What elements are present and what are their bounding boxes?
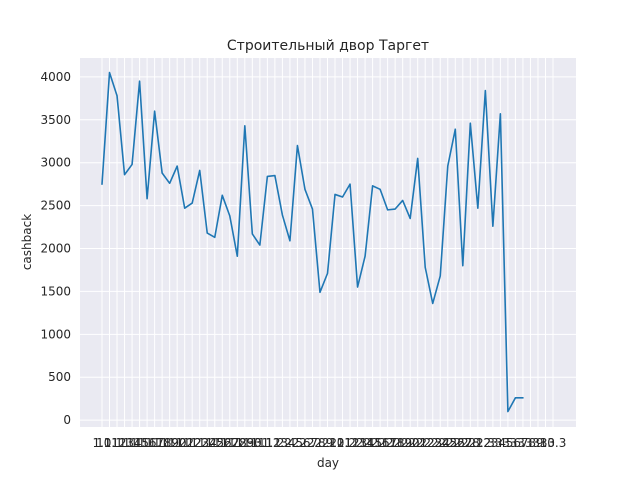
- x-tick-label: 2.2: [273, 436, 292, 450]
- x-tick-label: 25.2: [442, 436, 469, 450]
- x-tick-label: 3.3: [491, 436, 510, 450]
- x-tick-label: 31.1: [254, 436, 281, 450]
- x-tick-label: 17.2: [382, 436, 409, 450]
- x-tick-labels: 1.110.111.112.113.114.115.116.117.118.11…: [92, 436, 566, 450]
- x-tick-label: 22.1: [186, 436, 213, 450]
- x-tick-label: 8.3: [528, 436, 547, 450]
- y-tick-label: 1000: [40, 327, 71, 341]
- x-tick-label: 2.3: [483, 436, 502, 450]
- x-tick-label: 14.2: [359, 436, 386, 450]
- x-tick-label: 24.2: [434, 436, 461, 450]
- y-tick-label: 3500: [40, 113, 71, 127]
- x-tick-label: 24.1: [201, 436, 228, 450]
- x-tick-label: 22.2: [419, 436, 446, 450]
- x-tick-label: 12.2: [344, 436, 371, 450]
- x-tick-label: 3.2: [280, 436, 299, 450]
- x-tick-label: 11.2: [337, 436, 364, 450]
- y-tick-label: 0: [63, 413, 71, 427]
- x-tick-label: 26.1: [216, 436, 243, 450]
- cashback-series-line: [101, 71, 524, 413]
- x-tick-label: 6.3: [513, 436, 532, 450]
- x-tick-label: 18.2: [389, 436, 416, 450]
- y-tick-label: 2500: [40, 199, 71, 213]
- y-tick-label: 500: [48, 370, 71, 384]
- x-tick-label: 21.1: [179, 436, 206, 450]
- x-tick-label: 20.1: [171, 436, 198, 450]
- x-tick-label: 28.1: [231, 436, 258, 450]
- x-tick-label: 25.1: [209, 436, 236, 450]
- y-tick-label: 2000: [40, 242, 71, 256]
- x-tick-label: 13.2: [352, 436, 379, 450]
- x-tick-label: 15.2: [367, 436, 394, 450]
- x-tick-label: 1.2: [265, 436, 284, 450]
- x-tick-label: 5.2: [295, 436, 314, 450]
- y-tick-label: 1500: [40, 284, 71, 298]
- x-tick-label: 10.1: [96, 436, 123, 450]
- x-tick-label: 21.2: [412, 436, 439, 450]
- x-tick-label: 12.1: [111, 436, 138, 450]
- x-tick-label: 9.3: [536, 436, 555, 450]
- x-tick-label: 26.2: [449, 436, 476, 450]
- x-tick-label: 7.3: [521, 436, 540, 450]
- x-tick-label: 9.2: [325, 436, 344, 450]
- x-tick-label: 27.2: [457, 436, 484, 450]
- x-tick-label: 23.1: [194, 436, 221, 450]
- x-tick-label: 23.2: [427, 436, 454, 450]
- x-tick-label: 1.1: [92, 436, 111, 450]
- x-tick-label: 11.1: [104, 436, 131, 450]
- x-tick-label: 4.3: [498, 436, 517, 450]
- x-tick-label: 16.2: [374, 436, 401, 450]
- x-tick-label: 1.3: [476, 436, 495, 450]
- y-axis-label: cashback: [20, 214, 34, 270]
- x-tick-label: 10.2: [329, 436, 356, 450]
- x-axis-label: day: [317, 456, 339, 470]
- x-tick-label: 6.2: [303, 436, 322, 450]
- x-tick-label: 16.1: [141, 436, 168, 450]
- x-tick-label: 20.2: [404, 436, 431, 450]
- y-gridlines: [80, 76, 576, 421]
- x-tick-label: 19.2: [397, 436, 424, 450]
- x-tick-label: 29.1: [239, 436, 266, 450]
- x-tick-label: 30.1: [246, 436, 273, 450]
- x-tick-label: 13.1: [119, 436, 146, 450]
- x-tick-label: 10.3: [540, 436, 567, 450]
- y-tick-label: 4000: [40, 70, 71, 84]
- x-tick-label: 15.1: [134, 436, 161, 450]
- x-tick-label: 7.2: [310, 436, 329, 450]
- chart-title: Строительный двор Таргет: [227, 38, 429, 54]
- x-tick-label: 17.1: [149, 436, 176, 450]
- x-tick-label: 19.1: [164, 436, 191, 450]
- x-tick-label: 28.2: [464, 436, 491, 450]
- x-tick-label: 27.1: [224, 436, 251, 450]
- x-tick-label: 8.2: [318, 436, 337, 450]
- x-tick-label: 5.3: [506, 436, 525, 450]
- x-tick-label: 18.1: [156, 436, 183, 450]
- x-gridlines: [101, 58, 554, 427]
- x-tick-label: 4.2: [288, 436, 307, 450]
- y-tick-labels: 0 500 1000 1500 2000 2500 3000 3500 4000: [40, 70, 71, 427]
- x-tick-label: 14.1: [126, 436, 153, 450]
- y-tick-label: 3000: [40, 156, 71, 170]
